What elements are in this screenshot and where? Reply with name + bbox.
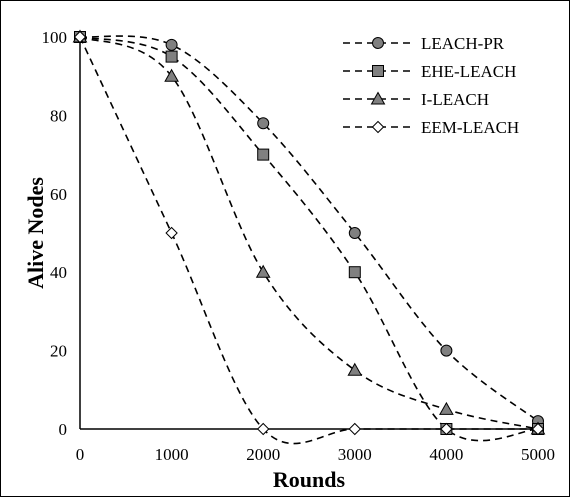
legend-item: EHE-LEACH	[343, 62, 516, 81]
x-tick-label: 5000	[521, 445, 555, 464]
data-point	[165, 50, 178, 63]
legend-marker	[372, 37, 384, 49]
y-tick-label: 0	[59, 420, 68, 439]
data-point	[439, 401, 454, 415]
legend-marker	[371, 120, 385, 134]
legend: LEACH-PR EHE-LEACH I-LEACH EEM-LEACH	[343, 34, 519, 137]
data-point	[165, 38, 178, 51]
data-point	[165, 226, 178, 240]
y-tick-label: 60	[50, 185, 67, 204]
data-point	[257, 148, 270, 161]
y-tick-label: 100	[42, 28, 68, 47]
series-eem-leach	[73, 30, 545, 445]
y-tick-label: 80	[50, 106, 67, 125]
x-tick-label: 0	[76, 445, 85, 464]
y-tick-label: 20	[50, 342, 67, 361]
legend-marker	[372, 65, 384, 77]
x-tick-label: 2000	[246, 445, 280, 464]
series-line	[79, 36, 538, 445]
data-point	[164, 68, 179, 82]
data-point	[255, 264, 271, 278]
data-point	[440, 422, 453, 436]
x-tick-label: 1000	[155, 445, 189, 464]
x-axis-title: Rounds	[273, 467, 346, 492]
legend-item: EEM-LEACH	[343, 118, 519, 137]
tick-labels: 0 1000 2000 3000 4000 5000 0 20 40 60 80 100	[42, 28, 556, 464]
data-point	[73, 30, 87, 44]
series-group	[72, 29, 546, 445]
legend-item: LEACH-PR	[343, 34, 505, 53]
legend-item: I-LEACH	[343, 90, 489, 109]
legend-marker	[370, 91, 386, 105]
legend-label: I-LEACH	[421, 90, 489, 109]
data-point	[257, 117, 270, 130]
data-point	[256, 422, 270, 436]
legend-label: EHE-LEACH	[421, 62, 516, 81]
data-point	[440, 344, 453, 357]
y-tick-label: 40	[50, 263, 67, 282]
data-point	[348, 422, 362, 436]
y-axis-title: Alive Nodes	[23, 177, 48, 289]
legend-label: EEM-LEACH	[421, 118, 519, 137]
data-point	[348, 266, 361, 279]
x-tick-label: 3000	[338, 445, 372, 464]
legend-label: LEACH-PR	[421, 34, 505, 53]
x-tick-label: 4000	[429, 445, 463, 464]
data-point	[348, 227, 361, 239]
data-point	[531, 422, 545, 436]
data-point	[347, 362, 363, 376]
